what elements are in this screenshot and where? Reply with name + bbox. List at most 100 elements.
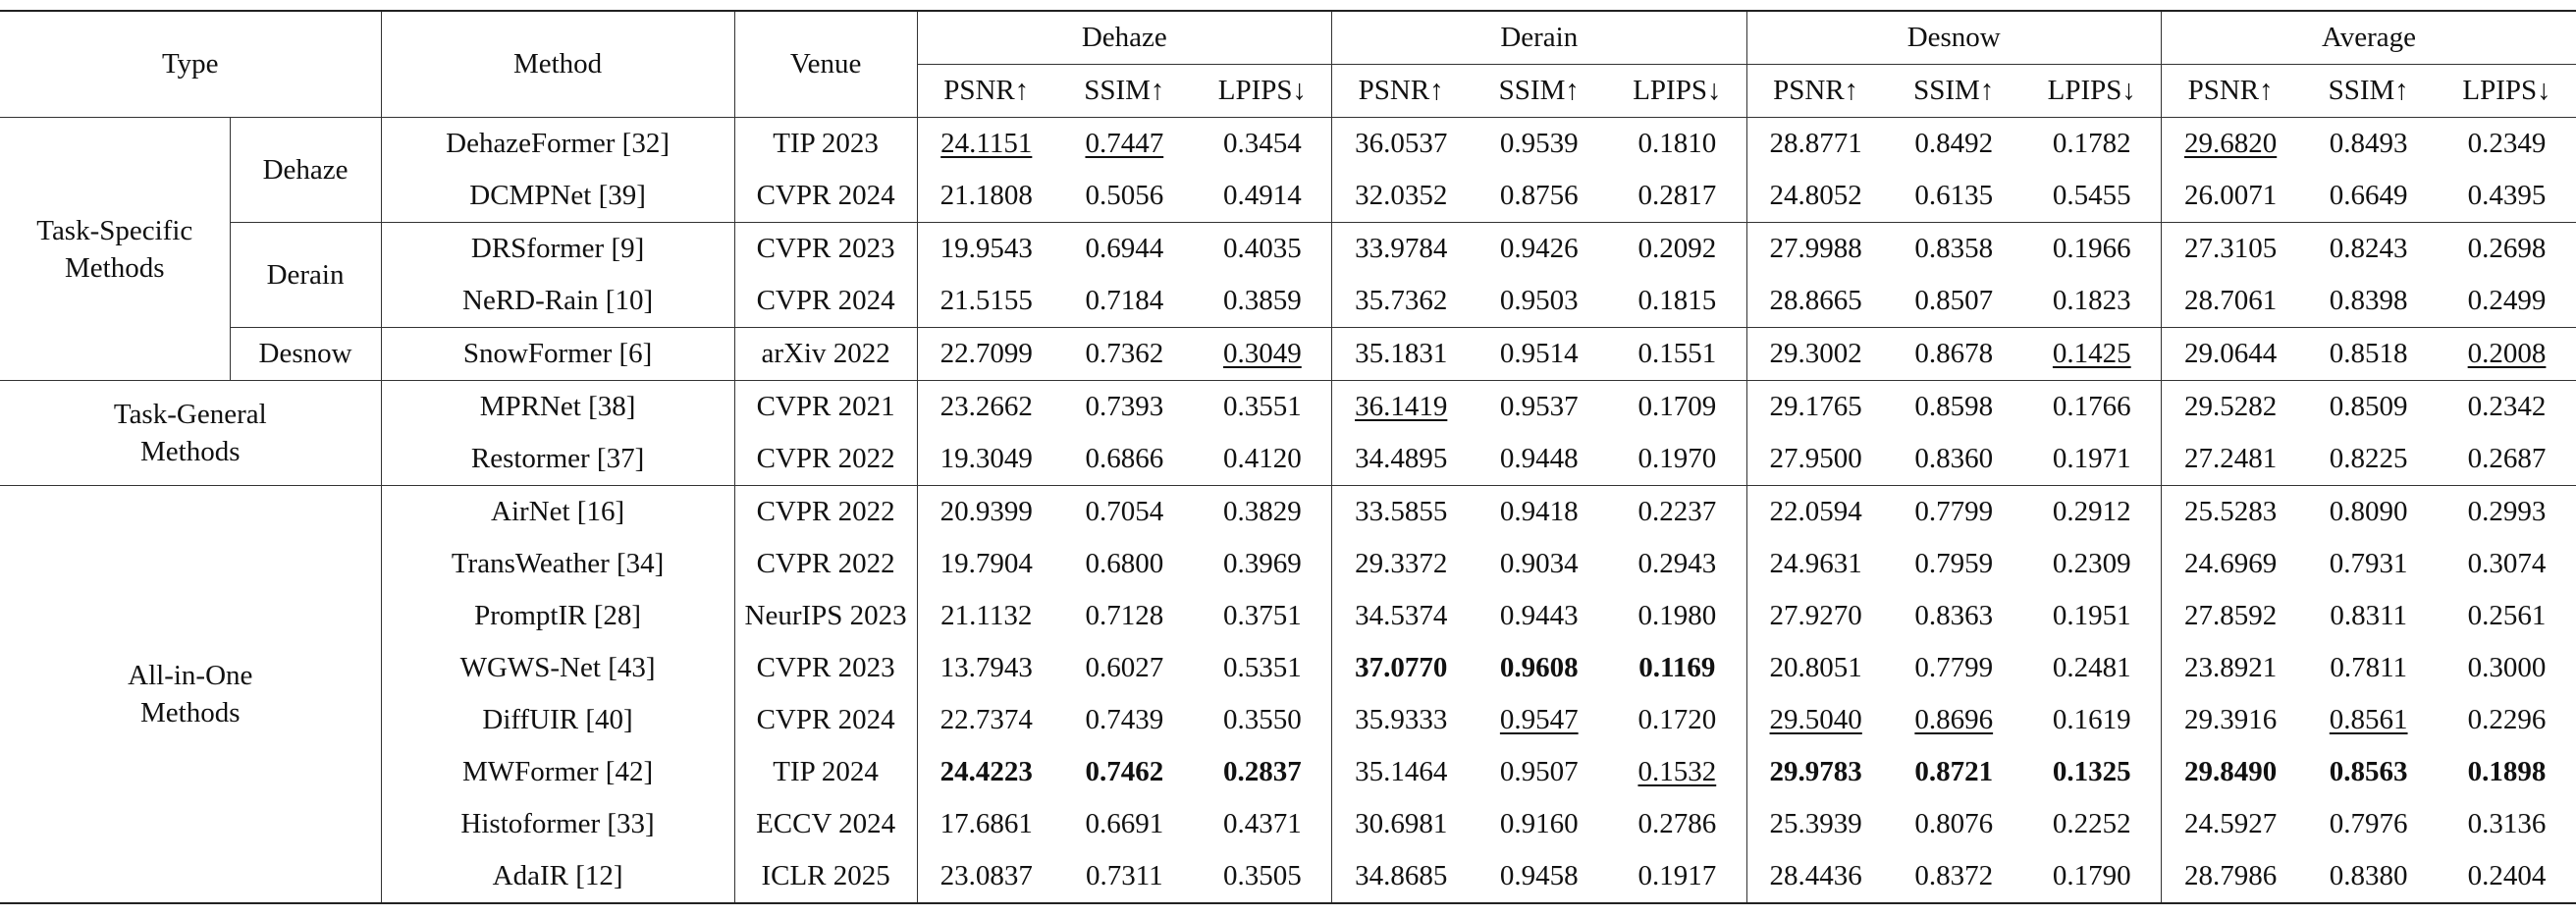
score-cell: 33.5855 — [1331, 485, 1471, 538]
score-cell: 34.8685 — [1355, 860, 1448, 891]
subgroup-label: Derain — [230, 222, 382, 328]
score-cell: 0.1766 — [2022, 380, 2162, 433]
score-cell: 0.2943 — [1608, 538, 1747, 590]
group-label-text: Task-Specific Methods — [36, 214, 193, 284]
venue-cell: CVPR 2023 — [734, 222, 918, 275]
venue-cell: TIP 2023 — [734, 117, 918, 170]
score-cell: 23.8921 — [2183, 652, 2278, 683]
score-cell: 0.7128 — [1085, 600, 1164, 631]
score-cell: 0.3049 — [1193, 327, 1333, 381]
score-cell: 21.1132 — [940, 600, 1033, 631]
score-cell: 0.6691 — [1085, 808, 1164, 839]
method-cell: DehazeFormer [32] — [381, 117, 735, 170]
score-cell: 0.3969 — [1193, 538, 1333, 590]
metric-header: SSIM↑ — [1884, 64, 2023, 118]
score-cell: 0.8360 — [1914, 443, 1994, 474]
method-cell: DiffUIR [40] — [381, 694, 735, 746]
score-cell: 0.8561 — [2329, 704, 2408, 735]
score-cell: 28.4436 — [1769, 860, 1862, 891]
score-cell: 0.4371 — [1193, 798, 1333, 850]
score-cell: 0.7054 — [1054, 485, 1194, 538]
score-cell: 32.0352 — [1355, 180, 1448, 211]
score-cell: 29.3002 — [1746, 327, 1885, 381]
score-cell: 24.1151 — [940, 128, 1033, 159]
score-cell: 0.2404 — [2467, 860, 2547, 891]
score-cell: 36.1419 — [1331, 380, 1471, 433]
score-cell: 27.2481 — [2183, 443, 2278, 474]
venue-cell: CVPR 2023 — [734, 642, 918, 694]
score-cell: 0.2481 — [2022, 642, 2162, 694]
score-cell: 0.6866 — [1085, 443, 1164, 474]
score-cell: 0.3859 — [1193, 275, 1333, 328]
score-cell: 0.2993 — [2438, 485, 2576, 538]
score-cell: 28.7061 — [2183, 285, 2278, 316]
method-cell: SnowFormer [6] — [381, 327, 735, 381]
score-cell: 27.9270 — [1769, 600, 1862, 631]
score-cell: 0.8756 — [1499, 180, 1579, 211]
score-cell: 33.9784 — [1331, 222, 1471, 275]
method-cell: Histoformer [33] — [381, 798, 735, 850]
header-row: PSNR↑ SSIM↑ LPIPS↓ PSNR↑ SSIM↑ LPIPS↓ PSNR↑ SSI… — [0, 64, 2576, 118]
score-cell: 0.7959 — [1914, 548, 1994, 579]
score-cell: 0.8509 — [2299, 380, 2439, 433]
score-cell: 17.6861 — [939, 808, 1033, 839]
score-cell: 0.1782 — [2022, 117, 2162, 170]
venue-cell: CVPR 2022 — [734, 433, 918, 486]
task-header: Desnow — [1746, 11, 2162, 65]
metric-header: SSIM↑ — [2299, 64, 2439, 118]
method-cell: DCMPNet [39] — [381, 170, 735, 223]
score-cell: 27.8592 — [2183, 600, 2278, 631]
score-cell: 0.3074 — [2467, 548, 2547, 579]
score-cell: 0.9426 — [1470, 222, 1609, 275]
score-cell: 0.8696 — [1914, 704, 1994, 735]
table-row: All-in-One Methods AirNet [16] CVPR 2022 20… — [0, 485, 2576, 903]
subgroup-label: Desnow — [230, 327, 382, 381]
header-row: Type Method Venue Dehaze Derain Desnow Average — [0, 11, 2576, 118]
score-cell: 0.1810 — [1608, 117, 1747, 170]
score-cell: 0.8358 — [1884, 222, 2023, 275]
score-cell: 36.0537 — [1355, 128, 1448, 159]
table-row: NeRD-Rain [10] CVPR 2024 21.5155 0.7184 0.38… — [0, 275, 2576, 328]
score-cell: 0.2349 — [2467, 128, 2547, 159]
task-header: Derain — [1331, 11, 1747, 65]
score-cell: 0.8076 — [1914, 808, 1994, 839]
header-cell: Venue — [734, 11, 918, 118]
score-cell: 0.1970 — [1608, 433, 1747, 486]
table-row: DiffUIR [40] CVPR 2024 22.7374 0.7439 0.3550… — [0, 694, 2576, 746]
score-cell: 29.3916 — [2183, 704, 2278, 735]
score-cell: 0.7976 — [2329, 808, 2408, 839]
table-header: Type Method Venue Dehaze Derain Desnow Average… — [0, 11, 2576, 118]
results-table: Type Method Venue Dehaze Derain Desnow Average… — [0, 10, 2576, 904]
task-header: Average — [2161, 11, 2576, 65]
score-cell: 0.8090 — [2299, 485, 2439, 538]
score-cell: 0.8372 — [1914, 860, 1994, 891]
table-row: TransWeather [34] CVPR 2022 19.7904 0.6800 0… — [0, 538, 2576, 590]
method-cell: AdaIR [12] — [381, 850, 735, 903]
venue-cell: CVPR 2024 — [734, 694, 918, 746]
score-cell: 20.8051 — [1769, 652, 1862, 683]
score-cell: 29.9783 — [1769, 756, 1862, 787]
score-cell: 0.8225 — [2329, 443, 2408, 474]
score-cell: 0.3551 — [1193, 380, 1333, 433]
method-cell: PromptIR [28] — [381, 590, 735, 642]
score-cell: 0.9507 — [1499, 756, 1579, 787]
score-cell: 0.3829 — [1193, 485, 1333, 538]
method-cell: AirNet [16] — [381, 485, 735, 538]
score-cell: 24.5927 — [2183, 808, 2278, 839]
score-cell: 0.1951 — [2022, 590, 2162, 642]
venue-cell: ICLR 2025 — [734, 850, 918, 903]
score-cell: 0.7362 — [1054, 327, 1194, 381]
score-cell: 29.8490 — [2183, 756, 2278, 787]
venue-cell: ECCV 2024 — [734, 798, 918, 850]
score-cell: 25.3939 — [1769, 808, 1862, 839]
score-cell: 35.1831 — [1331, 327, 1471, 381]
score-cell: 0.1709 — [1608, 380, 1747, 433]
score-cell: 0.8243 — [2299, 222, 2439, 275]
score-cell: 0.2309 — [2022, 538, 2162, 590]
header-cell: Method — [381, 11, 735, 118]
score-cell: 0.8507 — [1914, 285, 1994, 316]
score-cell: 27.3105 — [2161, 222, 2300, 275]
score-cell: 22.7374 — [939, 704, 1033, 735]
score-cell: 0.8311 — [2330, 600, 2408, 631]
score-cell: 21.1808 — [939, 180, 1033, 211]
